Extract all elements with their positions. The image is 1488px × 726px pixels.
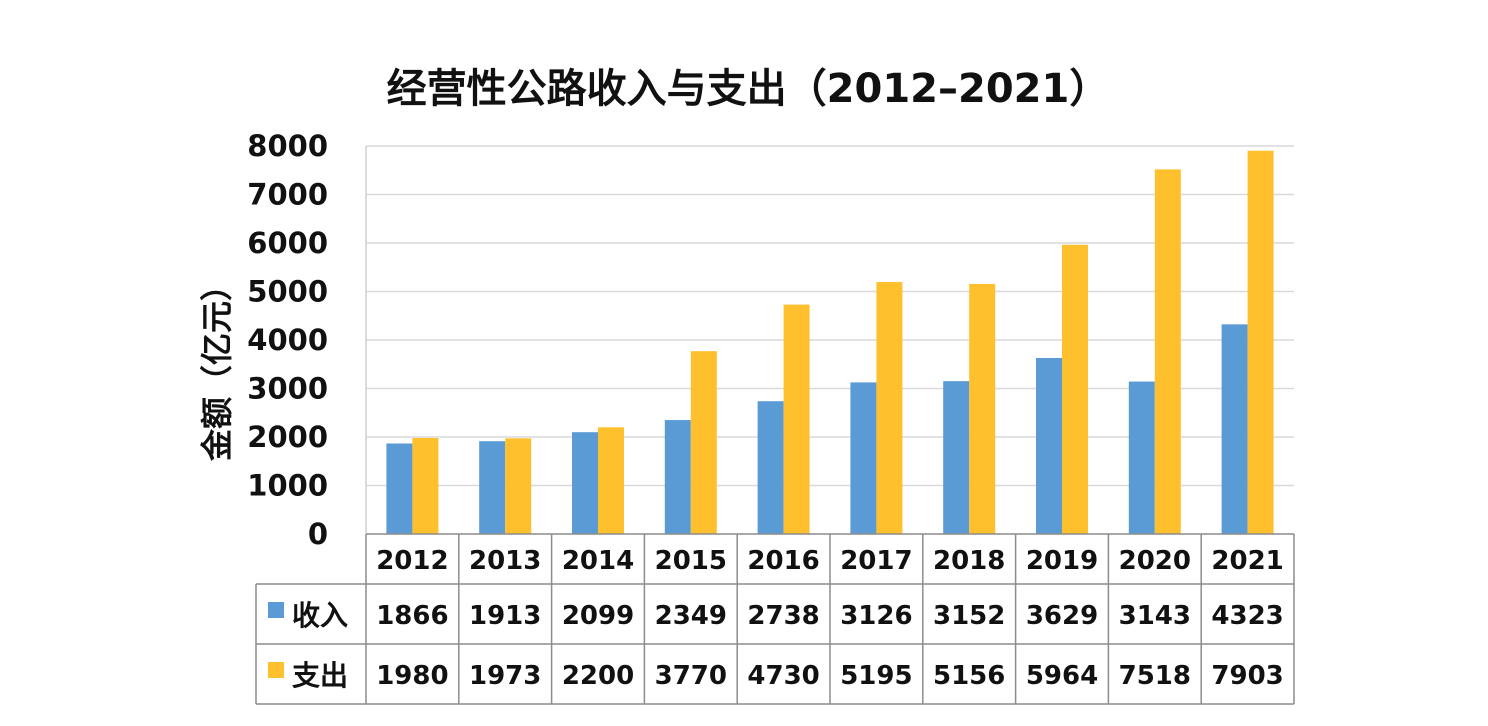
- bar-expense: [690, 351, 717, 534]
- y-axis-label-group: 金额（亿元）: [198, 269, 236, 462]
- data-label: 2200: [562, 661, 634, 691]
- bar-expense: [412, 437, 439, 534]
- data-label: 5964: [1026, 661, 1098, 691]
- data-label: 3152: [933, 601, 1005, 631]
- bar-income: [850, 382, 877, 534]
- x-tick-label: 2013: [469, 546, 541, 576]
- bars: [386, 150, 1274, 534]
- data-label: 4730: [747, 661, 819, 691]
- x-tick-label: 2021: [1211, 546, 1283, 576]
- data-label: 1913: [469, 601, 541, 631]
- bar-expense: [598, 427, 624, 534]
- data-label: 3629: [1026, 601, 1098, 631]
- x-tick-label: 2014: [562, 546, 634, 576]
- x-tick-label: 2015: [655, 546, 727, 576]
- bar-expense: [969, 283, 996, 534]
- data-label: 3770: [655, 661, 727, 691]
- bar-income: [757, 401, 784, 534]
- bar-income: [479, 441, 506, 534]
- y-tick-label: 2000: [247, 420, 328, 454]
- bar-expense: [1247, 150, 1274, 534]
- chart-title: 经营性公路收入与支出（2012–2021）: [387, 66, 1110, 112]
- y-axis-label: 金额（亿元）: [198, 269, 236, 462]
- bar-income: [1128, 381, 1155, 534]
- legend-label: 收入: [292, 599, 348, 632]
- gridlines: [365, 145, 1294, 534]
- bar-expense: [1154, 169, 1181, 534]
- data-label: 2099: [562, 601, 634, 631]
- data-label: 7518: [1119, 661, 1191, 691]
- data-label: 2349: [655, 601, 727, 631]
- data-label: 1973: [469, 661, 541, 691]
- y-tick-label: 0: [308, 517, 328, 551]
- bar-income: [1036, 357, 1062, 534]
- bar-expense: [505, 438, 532, 534]
- data-label: 3126: [840, 601, 912, 631]
- y-tick-label: 1000: [247, 469, 328, 503]
- data-label: 1866: [376, 601, 448, 631]
- x-tick-label: 2018: [933, 546, 1005, 576]
- bar-income: [664, 420, 691, 534]
- legend-swatch-income: [268, 602, 284, 618]
- y-tick-label: 8000: [247, 129, 328, 163]
- x-tick-label: 2016: [747, 546, 819, 576]
- legend-label: 支出: [292, 659, 348, 692]
- data-label: 3143: [1119, 601, 1191, 631]
- y-tick-label: 6000: [247, 226, 328, 260]
- bar-income: [1221, 324, 1248, 534]
- data-label: 2738: [747, 601, 819, 631]
- data-table: 2012 2013 2014 2015 2016 2017 2018 2019 2020 2021…: [255, 533, 1295, 705]
- y-tick-label: 3000: [247, 372, 328, 406]
- data-label: 1980: [376, 661, 448, 691]
- y-axis-ticks: 0 1000 2000 3000 4000 5000 6000 7000 8000: [247, 129, 328, 551]
- bar-income: [943, 381, 970, 534]
- y-tick-label: 5000: [247, 275, 328, 309]
- bar-expense: [876, 282, 903, 534]
- data-label: 5195: [840, 661, 912, 691]
- y-tick-label: 4000: [247, 323, 328, 357]
- x-tick-label: 2019: [1026, 546, 1098, 576]
- bar-income: [572, 432, 598, 534]
- data-label: 4323: [1211, 601, 1283, 631]
- bar-expense: [783, 304, 810, 534]
- x-tick-label: 2017: [840, 546, 912, 576]
- bar-income: [386, 443, 413, 534]
- data-label: 5156: [933, 661, 1005, 691]
- y-tick-label: 7000: [247, 178, 328, 212]
- data-label: 7903: [1211, 661, 1283, 691]
- x-tick-label: 2020: [1119, 546, 1191, 576]
- bar-expense: [1062, 244, 1088, 534]
- x-tick-label: 2012: [376, 546, 448, 576]
- legend-swatch-expense: [268, 662, 284, 678]
